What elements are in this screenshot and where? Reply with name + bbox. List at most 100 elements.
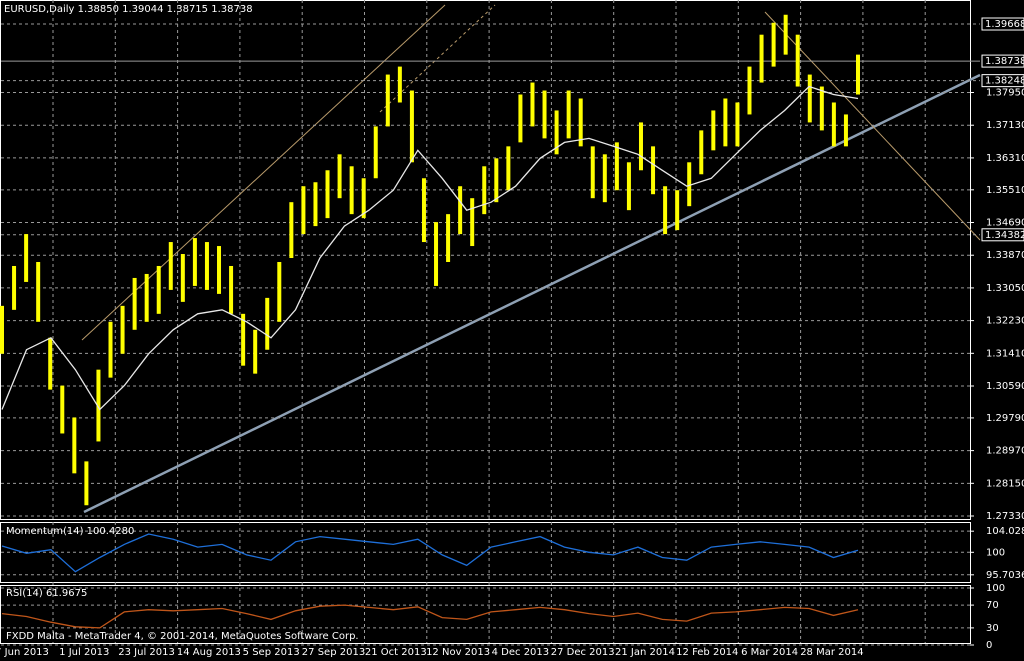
x-tick-label: 27 Dec 2013 xyxy=(551,647,615,658)
y-tick-label: 1.35510 xyxy=(986,185,1024,196)
price-bar xyxy=(626,162,631,211)
plot-layer: 1.37950 1.37130 1.36310 1.35510 1.34690 1.338… xyxy=(0,14,1024,658)
price-bar xyxy=(144,273,149,322)
x-tick-label: 21 Jan 2014 xyxy=(615,647,675,658)
y-tick-label: 100 xyxy=(986,547,1005,558)
price-bar xyxy=(361,178,366,219)
price-bar xyxy=(711,110,716,151)
y-tick-label: 1.33050 xyxy=(986,283,1024,294)
y-tick-label: 1.33870 xyxy=(986,250,1024,261)
price-bar xyxy=(590,146,595,199)
x-tick-label: 23 Jul 2013 xyxy=(118,647,175,658)
x-tick-label: 12 Nov 2013 xyxy=(426,647,490,658)
price-bar xyxy=(325,170,330,219)
price-bar xyxy=(385,74,390,127)
price-bar xyxy=(578,98,583,147)
y-tick-label: 1.31410 xyxy=(986,348,1024,359)
price-bar xyxy=(783,14,788,55)
price-bar xyxy=(819,86,824,131)
support-trendline xyxy=(83,73,981,514)
price-bar xyxy=(108,321,113,378)
x-tick-label: 27 Sep 2013 xyxy=(302,647,365,658)
price-bar xyxy=(349,166,354,215)
price-bar xyxy=(96,369,101,442)
price-bar xyxy=(638,122,643,171)
rsi-frame xyxy=(0,585,971,644)
price-bar xyxy=(84,461,89,506)
price-level-box xyxy=(981,74,1024,88)
price-bar xyxy=(277,261,282,322)
x-tick-label: 7 Jun 2013 xyxy=(0,647,49,658)
chart-title: EURUSD,Daily 1.38850 1.39044 1.38715 1.3… xyxy=(4,4,253,15)
price-bar xyxy=(856,54,860,95)
y-tick-label: 1.30590 xyxy=(986,381,1024,392)
x-tick-label: 6 Mar 2014 xyxy=(741,647,798,658)
x-tick-label: 14 Aug 2013 xyxy=(177,647,241,658)
price-bar xyxy=(229,265,234,314)
price-bar xyxy=(470,198,475,247)
y-tick-label: 1.29790 xyxy=(986,413,1024,424)
price-bar xyxy=(699,130,704,175)
price-level-label: 1.39668 xyxy=(985,19,1024,30)
x-tick-label: 28 Mar 2014 xyxy=(800,647,863,658)
price-bar xyxy=(795,34,800,87)
x-tick-label: 5 Sep 2013 xyxy=(243,647,300,658)
price-bar xyxy=(651,146,656,195)
price-bar xyxy=(494,158,499,203)
main-frame xyxy=(0,0,971,520)
indicator-line xyxy=(1,533,859,573)
price-bar xyxy=(771,22,776,67)
y-tick-label: 1.32230 xyxy=(986,316,1024,327)
x-tick-label: 4 Dec 2013 xyxy=(492,647,550,658)
price-bar xyxy=(168,242,173,290)
price-bar xyxy=(204,242,209,290)
price-bar xyxy=(482,166,487,215)
vertical-grid xyxy=(52,0,926,643)
price-bar xyxy=(313,182,318,227)
x-tick-label: 1 Jul 2013 xyxy=(59,647,109,658)
price-bar xyxy=(397,66,402,103)
price-bar xyxy=(132,277,137,330)
footer: FXDD Malta - MetaTrader 4, © 2001-2014, … xyxy=(6,631,359,642)
price-level-label: 1.34382 xyxy=(985,230,1024,241)
price-bar xyxy=(530,82,535,127)
price-bar xyxy=(36,261,41,322)
y-tick-label: 1.36310 xyxy=(986,153,1024,164)
y-tick-label: 95.7036 xyxy=(986,570,1024,581)
price-bar xyxy=(120,305,125,354)
y-tick-label: 1.37130 xyxy=(986,120,1024,131)
price-bar xyxy=(265,297,270,350)
price-bar xyxy=(253,329,258,374)
price-bar xyxy=(458,186,463,235)
price-bar xyxy=(687,162,692,207)
y-tick-label: 1.28150 xyxy=(986,478,1024,489)
price-bar xyxy=(807,74,812,123)
price-bar xyxy=(421,178,426,243)
indicator-line xyxy=(1,604,859,629)
price-bar xyxy=(831,102,836,147)
price-bar xyxy=(566,90,571,139)
y-tick-label: 1.28970 xyxy=(986,446,1024,457)
price-level-label: 1.38738 xyxy=(985,56,1024,67)
price-bar xyxy=(48,337,53,390)
price-bar xyxy=(217,246,222,294)
price-bar xyxy=(156,265,161,314)
price-level-box xyxy=(981,54,1024,68)
y-tick-label: 100 xyxy=(986,583,1005,594)
price-bar xyxy=(24,234,29,282)
price-level-box xyxy=(981,17,1024,31)
price-bar xyxy=(72,417,77,474)
price-bar xyxy=(675,190,680,231)
price-bar xyxy=(506,146,511,191)
price-bar xyxy=(735,102,740,147)
y-tick-label: 104.0287 xyxy=(986,526,1024,537)
price-bar xyxy=(409,90,414,163)
y-tick-label: 1.37950 xyxy=(986,88,1024,99)
price-bar xyxy=(747,66,752,115)
price-level-label: 1.38248 xyxy=(985,76,1024,87)
price-bar xyxy=(542,90,547,139)
rsi-title: RSI(14) 61.9675 xyxy=(6,588,87,599)
price-bar xyxy=(843,114,848,147)
resistance-trendline xyxy=(764,11,981,241)
